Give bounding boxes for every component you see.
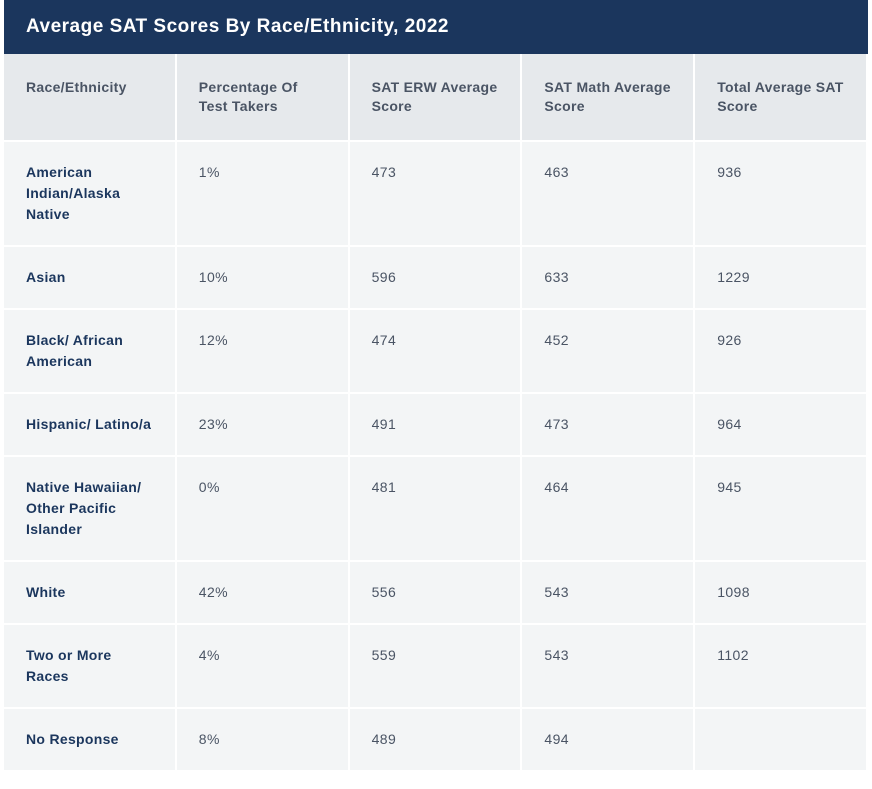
table-row: No Response 8% 489 494 bbox=[4, 709, 868, 772]
row-math: 543 bbox=[522, 625, 695, 709]
row-erw: 474 bbox=[350, 310, 523, 394]
row-erw: 489 bbox=[350, 709, 523, 772]
row-math: 463 bbox=[522, 142, 695, 247]
row-label: Hispanic/ Latino/a bbox=[4, 394, 177, 457]
row-math: 464 bbox=[522, 457, 695, 562]
row-math: 473 bbox=[522, 394, 695, 457]
row-pct: 8% bbox=[177, 709, 350, 772]
row-math: 452 bbox=[522, 310, 695, 394]
table-row: American Indian/Alaska Native 1% 473 463… bbox=[4, 142, 868, 247]
row-label: No Response bbox=[4, 709, 177, 772]
row-label: American Indian/Alaska Native bbox=[4, 142, 177, 247]
col-header-erw: SAT ERW Average Score bbox=[350, 54, 523, 142]
row-erw: 491 bbox=[350, 394, 523, 457]
row-pct: 10% bbox=[177, 247, 350, 310]
row-label: White bbox=[4, 562, 177, 625]
table-header-row: Race/Ethnicity Percentage Of Test Takers… bbox=[4, 54, 868, 142]
row-pct: 1% bbox=[177, 142, 350, 247]
row-total: 1098 bbox=[695, 562, 868, 625]
row-pct: 12% bbox=[177, 310, 350, 394]
table-row: Two or More Races 4% 559 543 1102 bbox=[4, 625, 868, 709]
row-label: Black/ African American bbox=[4, 310, 177, 394]
col-header-race: Race/Ethnicity bbox=[4, 54, 177, 142]
row-total: 945 bbox=[695, 457, 868, 562]
row-erw: 556 bbox=[350, 562, 523, 625]
row-erw: 559 bbox=[350, 625, 523, 709]
row-erw: 481 bbox=[350, 457, 523, 562]
row-pct: 4% bbox=[177, 625, 350, 709]
row-total: 926 bbox=[695, 310, 868, 394]
table-row: Asian 10% 596 633 1229 bbox=[4, 247, 868, 310]
col-header-math: SAT Math Average Score bbox=[522, 54, 695, 142]
row-total: 964 bbox=[695, 394, 868, 457]
row-math: 543 bbox=[522, 562, 695, 625]
table-body: American Indian/Alaska Native 1% 473 463… bbox=[4, 142, 868, 772]
table-row: Hispanic/ Latino/a 23% 491 473 964 bbox=[4, 394, 868, 457]
row-erw: 596 bbox=[350, 247, 523, 310]
row-total: 1229 bbox=[695, 247, 868, 310]
row-label: Asian bbox=[4, 247, 177, 310]
col-header-pct: Percentage Of Test Takers bbox=[177, 54, 350, 142]
row-label: Two or More Races bbox=[4, 625, 177, 709]
table-row: Native Hawaiian/ Other Pacific Islander … bbox=[4, 457, 868, 562]
row-math: 494 bbox=[522, 709, 695, 772]
row-total: 1102 bbox=[695, 625, 868, 709]
table-row: Black/ African American 12% 474 452 926 bbox=[4, 310, 868, 394]
row-erw: 473 bbox=[350, 142, 523, 247]
row-total bbox=[695, 709, 868, 772]
col-header-total: Total Average SAT Score bbox=[695, 54, 868, 142]
row-pct: 42% bbox=[177, 562, 350, 625]
row-pct: 0% bbox=[177, 457, 350, 562]
sat-table: Race/Ethnicity Percentage Of Test Takers… bbox=[4, 54, 868, 772]
table-title: Average SAT Scores By Race/Ethnicity, 20… bbox=[4, 0, 868, 54]
table-row: White 42% 556 543 1098 bbox=[4, 562, 868, 625]
row-total: 936 bbox=[695, 142, 868, 247]
row-math: 633 bbox=[522, 247, 695, 310]
row-pct: 23% bbox=[177, 394, 350, 457]
row-label: Native Hawaiian/ Other Pacific Islander bbox=[4, 457, 177, 562]
sat-table-container: Average SAT Scores By Race/Ethnicity, 20… bbox=[4, 0, 868, 772]
